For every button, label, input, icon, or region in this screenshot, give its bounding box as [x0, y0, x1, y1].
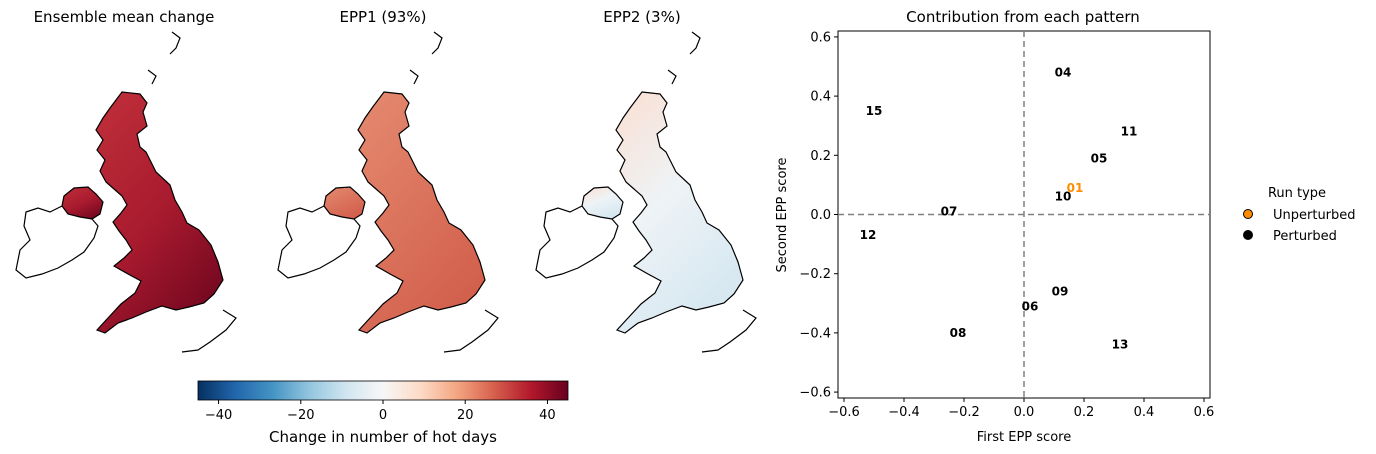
- colorbar-ticks: −40 −20 0 20 40: [205, 400, 556, 423]
- y-tick-label: −0.2: [799, 267, 831, 282]
- legend-label-unperturbed: Unperturbed: [1273, 208, 1356, 223]
- y-tick-label: 0.6: [810, 30, 831, 45]
- colorbar-tick-label: 40: [539, 408, 556, 423]
- map-title: EPP1 (93%): [340, 8, 427, 26]
- point-label-13: 13: [1112, 338, 1129, 352]
- x-tick-label: −0.6: [828, 405, 860, 420]
- point-label-10: 10: [1055, 190, 1072, 204]
- point-label-08: 08: [950, 326, 967, 340]
- x-tick-label: 0.6: [1194, 405, 1215, 420]
- map-title: Ensemble mean change: [34, 8, 215, 26]
- y-tick-label: −0.6: [799, 386, 831, 401]
- point-label-15: 15: [866, 104, 883, 118]
- y-tick-label: 0.2: [810, 149, 831, 164]
- point-label-01: 01: [1067, 181, 1084, 195]
- legend-marker-unperturbed: [1243, 209, 1253, 219]
- colorbar-tick-label: −20: [287, 408, 314, 423]
- legend-title: Run type: [1268, 186, 1326, 201]
- legend-marker-perturbed: [1243, 230, 1253, 240]
- uk-map-fill: [62, 92, 223, 333]
- x-axis-label: First EPP score: [977, 430, 1071, 445]
- x-tick-label: −0.4: [888, 405, 920, 420]
- y-tick-label: 0.4: [810, 90, 831, 105]
- map-title: EPP2 (3%): [603, 8, 680, 26]
- map-panel-1: Ensemble mean change: [15, 8, 237, 353]
- colorbar-label: Change in number of hot days: [269, 428, 497, 446]
- y-axis-label: Second EPP score: [775, 158, 790, 273]
- point-label-07: 07: [941, 205, 958, 219]
- map-panel-3: EPP2 (3%): [535, 8, 757, 353]
- uk-map-fill: [324, 92, 485, 333]
- point-label-11: 11: [1121, 125, 1138, 139]
- legend-label-perturbed: Perturbed: [1273, 229, 1337, 244]
- point-label-06: 06: [1022, 299, 1039, 313]
- point-label-09: 09: [1052, 284, 1069, 298]
- colorbar-tick-label: 0: [379, 408, 387, 423]
- point-label-05: 05: [1091, 151, 1108, 165]
- chart-title: Contribution from each pattern: [906, 8, 1140, 26]
- colorbar-tick-label: 20: [457, 408, 474, 423]
- map-panel-2: EPP1 (93%): [277, 8, 499, 353]
- scatter-chart: Contribution from each pattern −0.6 −0.4−…: [775, 8, 1214, 445]
- point-label-04: 04: [1055, 65, 1072, 79]
- data-points: 01 04 05 06 07 08 09 10 11 12 13 15: [860, 65, 1138, 351]
- uk-map-fill: [582, 92, 743, 333]
- colorbar-gradient: [197, 380, 569, 401]
- y-tick-label: 0.0: [810, 208, 831, 223]
- point-label-12: 12: [860, 228, 877, 242]
- x-axis-ticks: −0.6 −0.4 −0.2 0.0 0.2 0.4 0.6: [828, 398, 1214, 420]
- x-tick-label: −0.2: [948, 405, 980, 420]
- x-tick-label: 0.2: [1074, 405, 1095, 420]
- x-tick-label: 0.0: [1014, 405, 1035, 420]
- reference-lines: [838, 31, 1210, 398]
- y-tick-label: −0.4: [799, 326, 831, 341]
- colorbar-tick-label: −40: [205, 408, 232, 423]
- y-axis-ticks: −0.6 −0.4 −0.2 0.0 0.2 0.4 0.6: [799, 30, 838, 401]
- x-tick-label: 0.4: [1134, 405, 1155, 420]
- legend: Run type Unperturbed Perturbed: [1243, 186, 1356, 244]
- colorbar: −40 −20 0 20 40 Change in number of hot days: [197, 380, 569, 446]
